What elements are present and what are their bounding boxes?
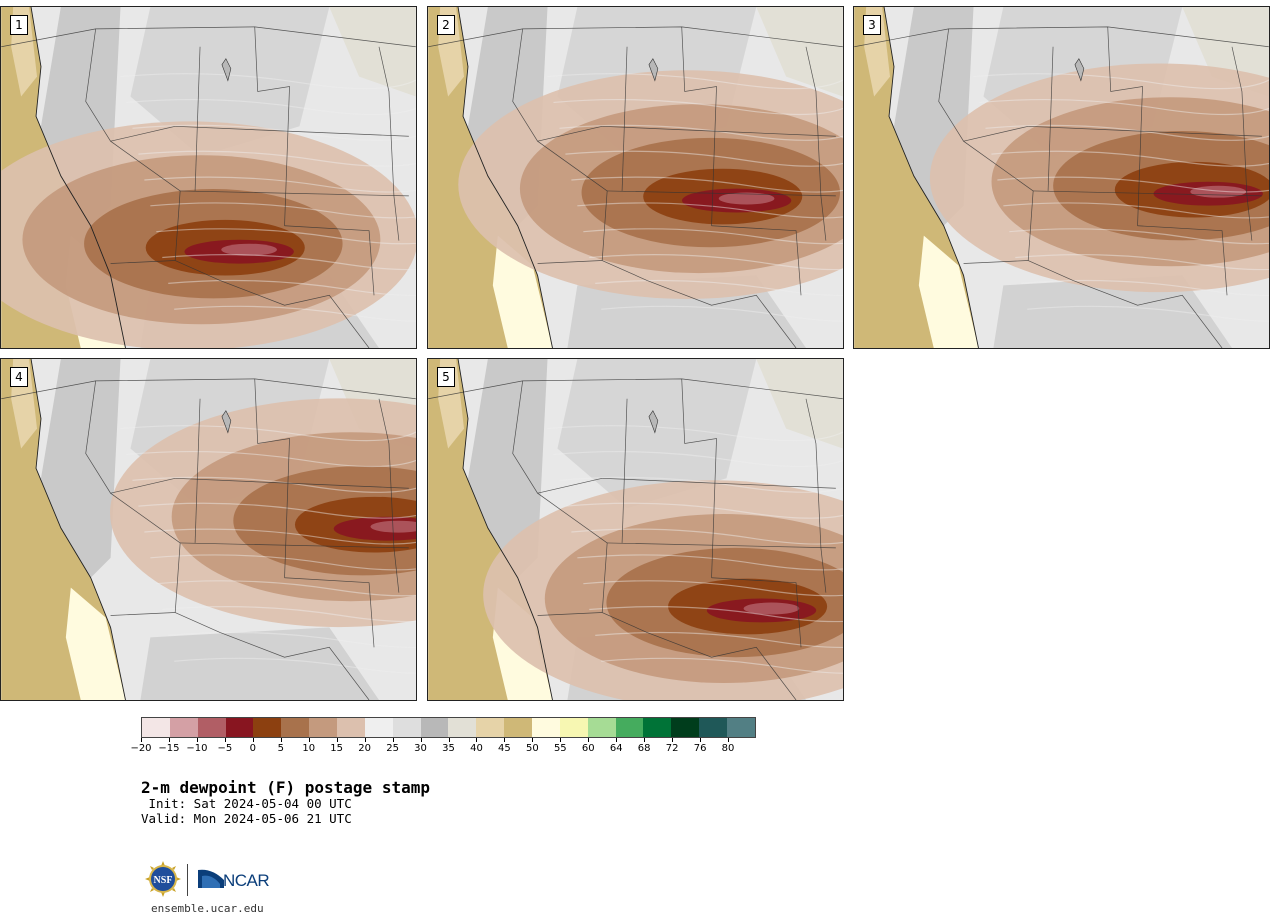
colorbar-swatch (420, 718, 449, 737)
ncar-wordmark: NCAR (223, 871, 270, 890)
dewpoint-map-3 (854, 7, 1269, 348)
colorbar-tick (532, 738, 534, 742)
colorbar-swatch (587, 718, 616, 737)
colorbar-tick-label: 35 (442, 743, 455, 754)
colorbar-swatch (559, 718, 588, 737)
colorbar-tick-label: 45 (498, 743, 511, 754)
colorbar-swatch (281, 718, 310, 737)
colorbar-tick (644, 738, 646, 742)
colorbar-swatch (699, 718, 728, 737)
stamp-panel-1: 1 (0, 6, 417, 349)
stamp-number-5: 5 (437, 367, 455, 387)
colorbar-swatch (476, 718, 505, 737)
stamp-number-1: 1 (10, 15, 28, 35)
dewpoint-colorbar (141, 717, 756, 738)
stamp-panel-3: 3 (853, 6, 1270, 349)
colorbar-tick-labels: −20 −15 −10 −5 0 5 10 15 20 25 30 35 40 45 50 55 60 64 68 7… (130, 738, 756, 758)
colorbar-tick-label: 5 (277, 743, 284, 754)
colorbar-tick (476, 738, 478, 742)
colorbar-swatch (504, 718, 533, 737)
colorbar-tick (616, 738, 618, 742)
colorbar-swatch (253, 718, 282, 737)
colorbar-tick-label: −20 (130, 743, 152, 754)
stamp-number-4: 4 (10, 367, 28, 387)
colorbar-tick-label: 72 (665, 743, 679, 754)
dewpoint-map-5 (428, 359, 843, 700)
stamp-panel-4: 4 (0, 358, 417, 701)
init-time: Init: Sat 2024-05-04 00 UTC (141, 796, 352, 811)
ncar-mark-icon (198, 869, 224, 888)
colorbar-tick-label: −15 (158, 743, 180, 754)
colorbar-tick (336, 738, 338, 742)
stamp-panel-2: 2 (427, 6, 844, 349)
dewpoint-map-2 (428, 7, 843, 348)
colorbar-tick (308, 738, 310, 742)
colorbar-tick-label: 25 (386, 743, 399, 754)
colorbar-swatch (364, 718, 393, 737)
colorbar-swatch (671, 718, 700, 737)
colorbar-tick (700, 738, 702, 742)
colorbar-swatch (169, 718, 198, 737)
colorbar-tick-label: 60 (581, 743, 595, 754)
colorbar-tick (364, 738, 366, 742)
colorbar-tick-label: 30 (414, 743, 427, 754)
colorbar-tick-label: 15 (330, 743, 344, 754)
colorbar-tick (280, 738, 282, 742)
nsf-logo-icon: NSF (145, 861, 181, 897)
colorbar-tick-label: 20 (358, 743, 371, 754)
colorbar-swatch (197, 718, 226, 737)
stamp-panel-5: 5 (427, 358, 844, 701)
colorbar-tick (224, 738, 226, 742)
colorbar-tick (420, 738, 422, 742)
dewpoint-map-4 (1, 359, 416, 700)
colorbar-tick (196, 738, 198, 742)
colorbar-tick-label: −5 (217, 743, 233, 754)
colorbar-tick-label: 68 (637, 743, 651, 754)
colorbar-tick (252, 738, 254, 742)
product-title: 2-m dewpoint (F) postage stamp (141, 778, 430, 797)
colorbar-swatch (448, 718, 477, 737)
colorbar-swatch (392, 718, 421, 737)
colorbar-swatch (643, 718, 672, 737)
colorbar-tick (448, 738, 450, 742)
colorbar-tick-label: 50 (525, 743, 539, 754)
colorbar-tick-label: −10 (186, 743, 208, 754)
valid-time: Valid: Mon 2024-05-06 21 UTC (141, 811, 352, 826)
colorbar-tick (672, 738, 674, 742)
colorbar-swatch (309, 718, 338, 737)
colorbar-tick (728, 738, 730, 742)
colorbar-swatch (225, 718, 254, 737)
website-url: ensemble.ucar.edu (151, 902, 264, 915)
stamp-number-3: 3 (863, 15, 881, 35)
colorbar-swatch (337, 718, 365, 737)
colorbar-tick-label: 64 (609, 743, 623, 754)
colorbar-tick-label: 55 (553, 743, 567, 754)
colorbar-tick (392, 738, 394, 742)
colorbar-swatch (142, 718, 170, 737)
colorbar-swatch (615, 718, 644, 737)
colorbar-tick-label: 40 (470, 743, 483, 754)
colorbar-tick (168, 738, 170, 742)
colorbar-tick-label: 80 (721, 743, 735, 754)
colorbar-tick (141, 738, 142, 742)
colorbar-tick (560, 738, 562, 742)
colorbar-tick (504, 738, 506, 742)
dewpoint-map-1 (1, 7, 416, 348)
colorbar-tick-label: 0 (249, 743, 256, 754)
svg-text:NSF: NSF (154, 875, 173, 886)
logo-divider (187, 864, 188, 896)
colorbar-tick (588, 738, 590, 742)
colorbar-tick-label: 10 (302, 743, 316, 754)
colorbar-tick-label: 76 (693, 743, 707, 754)
colorbar-swatch (727, 718, 755, 737)
colorbar-swatch (532, 718, 560, 737)
stamp-number-2: 2 (437, 15, 455, 35)
